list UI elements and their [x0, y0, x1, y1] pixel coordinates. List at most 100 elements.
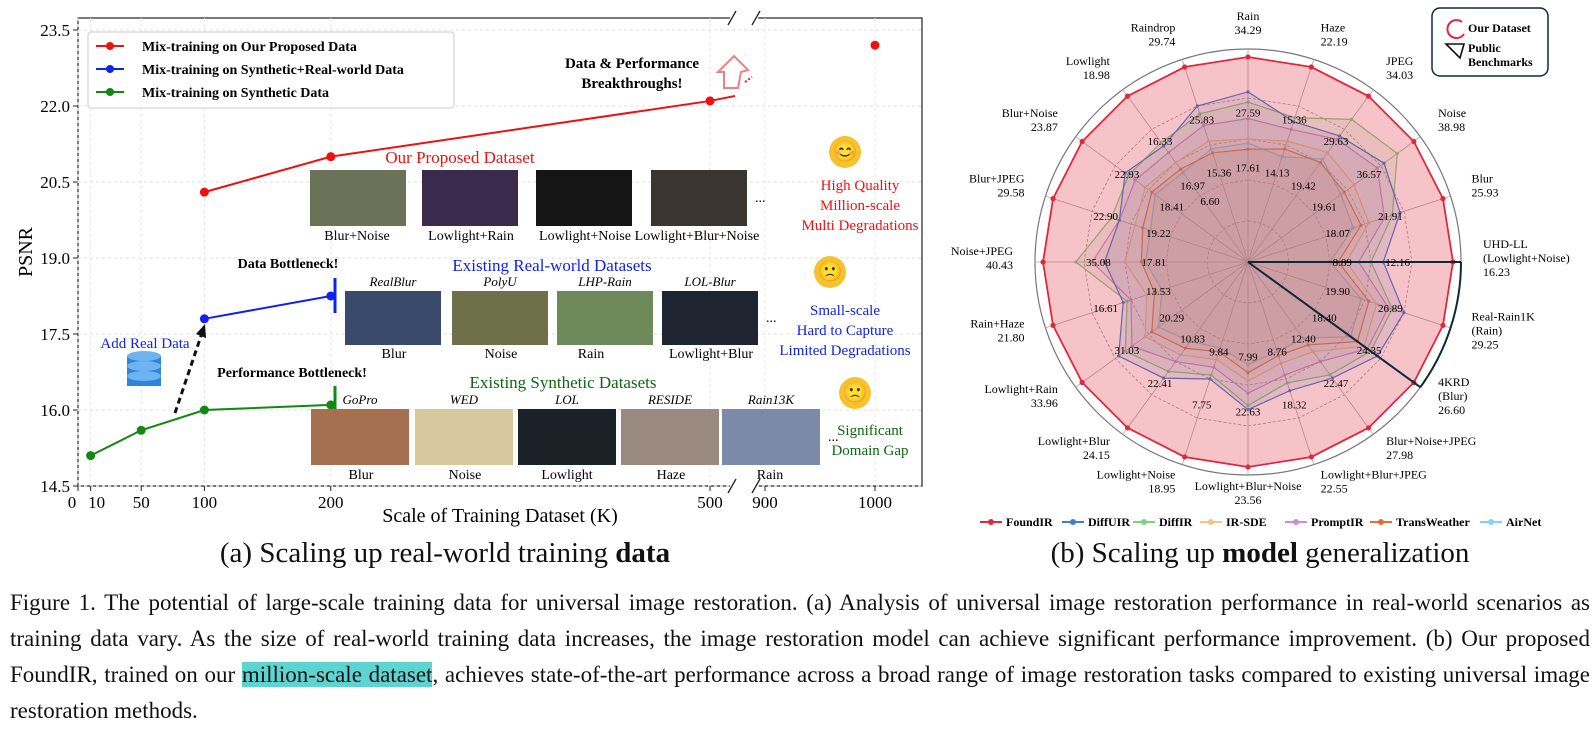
radar-spoke — [1075, 136, 1249, 263]
radar-axis-label-line: (Lowlight+Noise) — [1483, 251, 1570, 265]
radar-point — [1375, 302, 1379, 306]
radar-point — [1350, 117, 1354, 121]
radar-point — [1130, 344, 1134, 348]
legend: Mix-training on Our Proposed Data Mix-tra… — [87, 31, 455, 109]
thumbnail-label: Noise — [485, 347, 518, 362]
radar-point — [1367, 221, 1371, 225]
thumbnail-dataset-name: RESIDE — [647, 392, 692, 407]
radar-point — [1181, 170, 1185, 175]
highlighted-text: million-scale dataset — [241, 662, 433, 687]
radar-max-value: 34.03 — [1386, 68, 1413, 82]
benchmark-wedge-arc — [1419, 261, 1462, 388]
radar-axis-label-line: Blur+JPEG — [969, 171, 1025, 185]
radar-point — [1145, 293, 1149, 297]
radar-point — [1365, 93, 1372, 99]
radar-point — [1335, 137, 1339, 141]
thumbnail-image — [557, 291, 653, 345]
radar-point — [1210, 151, 1215, 155]
arrowhead — [196, 324, 206, 338]
axis-break-gap — [730, 10, 758, 26]
radar-point — [1212, 365, 1216, 369]
thumbnail-image — [536, 170, 632, 226]
thumbnail-label: Haze — [657, 468, 686, 483]
radar-point — [1283, 373, 1287, 377]
radar-spoke — [1247, 261, 1451, 329]
radar-value-label: 29.63 — [1324, 136, 1349, 148]
x-tick-label: 0 — [68, 493, 77, 512]
radar-point — [1246, 379, 1250, 383]
emoji-glyph: 😊 — [833, 140, 858, 163]
radar-value-label: 26.89 — [1378, 303, 1403, 315]
radar-axis-label-line: Lowlight+Rain — [984, 382, 1057, 396]
radar-point — [1143, 260, 1148, 264]
radar-point — [1359, 297, 1363, 301]
legend-label: DiffIR — [1159, 515, 1193, 529]
radar-point — [1351, 226, 1355, 230]
radar-point — [1365, 425, 1372, 431]
radar-value-label: 21.91 — [1378, 211, 1403, 223]
radar-max-value: 29.74 — [1148, 35, 1175, 49]
x-tick-label: 50 — [133, 493, 150, 512]
radar-point — [1126, 173, 1131, 177]
radar-point — [1367, 299, 1371, 303]
group-description: Multi Degradations — [801, 218, 918, 234]
radar-point — [1386, 306, 1390, 310]
radar-max-value: 38.98 — [1438, 120, 1465, 134]
annotation-data-bottleneck: Data Bottleneck! — [238, 257, 339, 272]
thumbnail-label: Noise — [449, 468, 482, 483]
radar-value-label: 8.89 — [1333, 257, 1353, 269]
radar-point — [1156, 325, 1161, 329]
radar-point — [1174, 359, 1178, 364]
radar-max-value: 16.23 — [1483, 265, 1510, 279]
radar-axis-label-line: JPEG — [1386, 54, 1414, 68]
thumbnail-image — [662, 291, 758, 345]
radar-axis-label-line: Lowlight+Blur+JPEG — [1321, 467, 1428, 481]
group-title: Our Proposed Dataset — [385, 148, 534, 167]
thumbnail-label: Blur+Noise — [324, 229, 389, 244]
data-point — [326, 152, 336, 162]
radar-value-label: 12.16 — [1385, 257, 1410, 269]
radar-axis-label-line: Raindrop — [1131, 21, 1176, 35]
radar-point — [1382, 216, 1387, 220]
thumbnail-dataset-name: LOL-Blur — [683, 274, 736, 289]
emoji-face-icon: 😊 — [829, 136, 861, 168]
thumbnail-image — [621, 409, 719, 465]
radar-axis-label: Lowlight+Blur+Noise — [1195, 479, 1302, 493]
radar-point — [1276, 353, 1281, 358]
radar-point — [1150, 330, 1154, 334]
legend-label: TransWeather — [1396, 515, 1470, 529]
radar-legend: FoundIR DiffUIR DiffIR IR-SDE PromptIR TransW… — [980, 515, 1541, 529]
dataset-group-0: Our Proposed Dataset Blur+Noise Lowlight+R… — [310, 136, 919, 244]
radar-point — [1275, 350, 1279, 354]
radar-point — [1280, 155, 1284, 159]
legend-box — [87, 31, 455, 109]
radar-axis-label: Lowlight — [1066, 54, 1111, 68]
radar-point — [1318, 359, 1322, 364]
radar-point — [1160, 288, 1164, 292]
data-point — [326, 400, 336, 410]
radar-point — [1121, 300, 1125, 305]
radar-point — [1050, 322, 1056, 328]
radar-axis-label: Noise — [1438, 106, 1466, 120]
thumbnail-label: Blur — [382, 347, 407, 362]
legend-frame — [1431, 7, 1549, 77]
legend-marker — [1378, 519, 1384, 525]
radar-axis-label-line: 4KRD — [1438, 375, 1470, 389]
radar-ring — [1206, 220, 1290, 304]
radar-point — [1337, 134, 1342, 138]
radar-value-label: 25.83 — [1189, 115, 1214, 127]
legend-marker — [988, 519, 994, 525]
subcaption-a: (a) Scaling up real-world training data — [219, 537, 671, 569]
radar-value-label: 19.90 — [1325, 286, 1350, 298]
radar-value-label: 6.60 — [1200, 196, 1220, 208]
radar-point — [1102, 260, 1107, 264]
radar-point — [1090, 260, 1094, 264]
radar-value-label: 12.40 — [1291, 333, 1316, 345]
radar-value-label: 27.59 — [1236, 107, 1261, 119]
thumbnail-label: Lowlight+Blur+Noise — [635, 229, 760, 244]
legend-label: Mix-training on Synthetic Data — [142, 86, 329, 101]
radar-point — [1245, 464, 1251, 470]
radar-value-label: 10.83 — [1180, 333, 1205, 345]
thumbnail-dataset-name: LHP-Rain — [577, 274, 631, 289]
radar-point — [1328, 373, 1332, 377]
